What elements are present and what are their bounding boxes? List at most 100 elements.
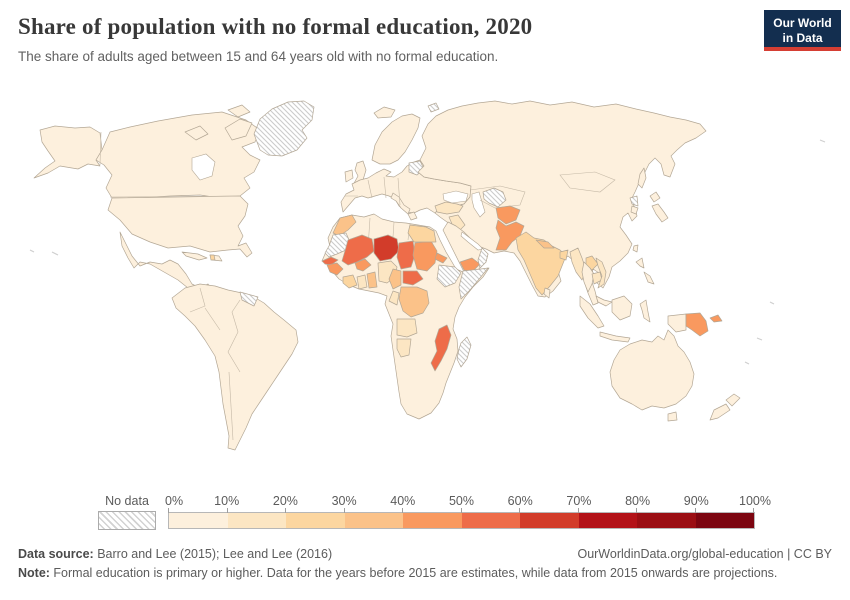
legend-bin-10-20%[interactable] xyxy=(227,513,286,528)
footer-rights: OurWorldinData.org/global-education | CC… xyxy=(577,547,832,561)
country-sakhalin[interactable] xyxy=(637,167,647,189)
country-sulawesi[interactable] xyxy=(639,299,651,323)
legend-bin-50-60%[interactable] xyxy=(461,513,520,528)
country-namibia[interactable] xyxy=(396,338,412,358)
legend-tick-label: 40% xyxy=(390,494,416,508)
country-madagascar[interactable] xyxy=(456,336,472,368)
country-bangladesh[interactable] xyxy=(559,249,569,261)
country-ghana[interactable] xyxy=(356,274,368,290)
country-yemen[interactable] xyxy=(459,257,481,273)
country-ethiopia[interactable] xyxy=(436,264,462,288)
legend-no-data-swatch[interactable] xyxy=(98,511,156,530)
country-vietnam[interactable] xyxy=(595,257,607,289)
hawaii-islands xyxy=(29,249,59,256)
legend-tick-labels: 0% 10% 20% 30% 40% 50% 60% 70% 80% 90% 100% xyxy=(165,494,771,510)
country-philippines-luzon[interactable] xyxy=(635,257,645,269)
country-somalia[interactable] xyxy=(458,267,489,300)
country-burkina-faso[interactable] xyxy=(354,258,372,272)
country-niger[interactable] xyxy=(373,234,400,262)
footer-note-label: Note: xyxy=(18,566,50,581)
country-sumatra[interactable] xyxy=(579,295,605,329)
legend-bin-60-70%[interactable] xyxy=(520,513,579,528)
country-senegal[interactable] xyxy=(321,256,339,266)
country-turkey[interactable] xyxy=(434,201,464,215)
country-ireland[interactable] xyxy=(344,169,354,183)
country-new-zealand-south[interactable] xyxy=(709,403,731,421)
country-oman[interactable] xyxy=(477,247,489,269)
country-australia[interactable] xyxy=(609,329,695,411)
country-scandinavia[interactable] xyxy=(371,113,421,165)
country-svalbard[interactable] xyxy=(427,102,440,113)
legend-bin-90-100%[interactable] xyxy=(695,513,754,528)
country-afghanistan[interactable] xyxy=(495,205,521,225)
border-alaska-canada xyxy=(99,131,102,166)
country-north-korea[interactable] xyxy=(629,195,639,207)
country-mali[interactable] xyxy=(341,234,375,266)
legend-bin-0-10%[interactable] xyxy=(169,513,228,528)
country-benin-togo[interactable] xyxy=(366,271,378,289)
country-south-korea[interactable] xyxy=(630,205,639,215)
country-mozambique[interactable] xyxy=(430,324,452,372)
country-sudan[interactable] xyxy=(412,240,438,272)
country-japan-honshu[interactable] xyxy=(651,203,669,223)
country-western-sahara-mauritania[interactable] xyxy=(324,232,351,258)
country-greece[interactable] xyxy=(407,211,418,221)
legend-tick-label: 10% xyxy=(214,494,240,508)
country-drc[interactable] xyxy=(398,286,430,318)
border-colombia-peru xyxy=(189,287,221,331)
country-java[interactable] xyxy=(599,331,631,343)
country-west-papua[interactable] xyxy=(667,313,687,333)
country-tasmania[interactable] xyxy=(667,411,678,422)
country-morocco[interactable] xyxy=(332,214,357,237)
country-south-america[interactable] xyxy=(171,283,299,451)
country-thailand[interactable] xyxy=(581,261,595,293)
country-philippines-mindanao[interactable] xyxy=(643,271,655,285)
country-canada-island-baffin[interactable] xyxy=(224,118,253,141)
owid-logo[interactable]: Our World in Data xyxy=(764,10,841,51)
country-cote-divoire[interactable] xyxy=(342,274,358,289)
country-haiti[interactable] xyxy=(209,254,216,261)
country-alaska[interactable] xyxy=(33,125,103,179)
country-japan-hokkaido[interactable] xyxy=(649,191,661,203)
legend-bin-80-90%[interactable] xyxy=(637,513,696,528)
country-borneo[interactable] xyxy=(611,295,633,321)
legend-bin-20-30%[interactable] xyxy=(286,513,345,528)
legend-bin-40-50%[interactable] xyxy=(403,513,462,528)
country-cuba[interactable] xyxy=(181,251,208,261)
pacific-small-islands xyxy=(744,139,826,365)
country-central-african-republic[interactable] xyxy=(402,270,424,286)
footer-note: Note: Formal education is primary or hig… xyxy=(18,564,777,583)
country-sri-lanka[interactable] xyxy=(543,287,551,299)
country-egypt[interactable] xyxy=(407,224,437,243)
legend-bin-70-80%[interactable] xyxy=(578,513,637,528)
country-greenland[interactable] xyxy=(253,100,315,157)
legend-no-data[interactable]: No data xyxy=(98,494,156,530)
legend-tick-mark xyxy=(636,508,637,513)
country-pakistan[interactable] xyxy=(495,219,525,251)
country-canada[interactable] xyxy=(95,111,261,199)
legend-tick-label: 50% xyxy=(448,494,475,508)
country-iraq[interactable] xyxy=(448,214,466,232)
country-angola[interactable] xyxy=(396,318,418,338)
country-iceland[interactable] xyxy=(373,106,396,119)
legend-tick-label: 30% xyxy=(331,494,357,508)
country-canada-island-victoria[interactable] xyxy=(184,125,209,141)
legend-no-data-label: No data xyxy=(105,494,149,508)
country-congo[interactable] xyxy=(388,290,400,306)
border-usa-canada xyxy=(109,195,242,198)
country-eritrea[interactable] xyxy=(434,252,448,264)
country-guinea[interactable] xyxy=(326,262,344,276)
country-taiwan[interactable] xyxy=(632,244,639,253)
country-usa[interactable] xyxy=(107,195,253,258)
country-turkmenistan-uzbekistan[interactable] xyxy=(482,187,507,208)
legend-bin-30-40%[interactable] xyxy=(344,513,403,528)
country-papua-new-guinea[interactable] xyxy=(685,312,709,337)
country-cameroon[interactable] xyxy=(388,268,402,290)
country-nepal[interactable] xyxy=(535,239,555,249)
country-canada-island-ellesmere[interactable] xyxy=(227,104,251,118)
country-new-zealand-north[interactable] xyxy=(725,393,741,407)
country-guyana-suriname[interactable] xyxy=(239,291,259,307)
country-new-britain[interactable] xyxy=(709,314,723,323)
country-malaysia[interactable] xyxy=(595,295,613,307)
